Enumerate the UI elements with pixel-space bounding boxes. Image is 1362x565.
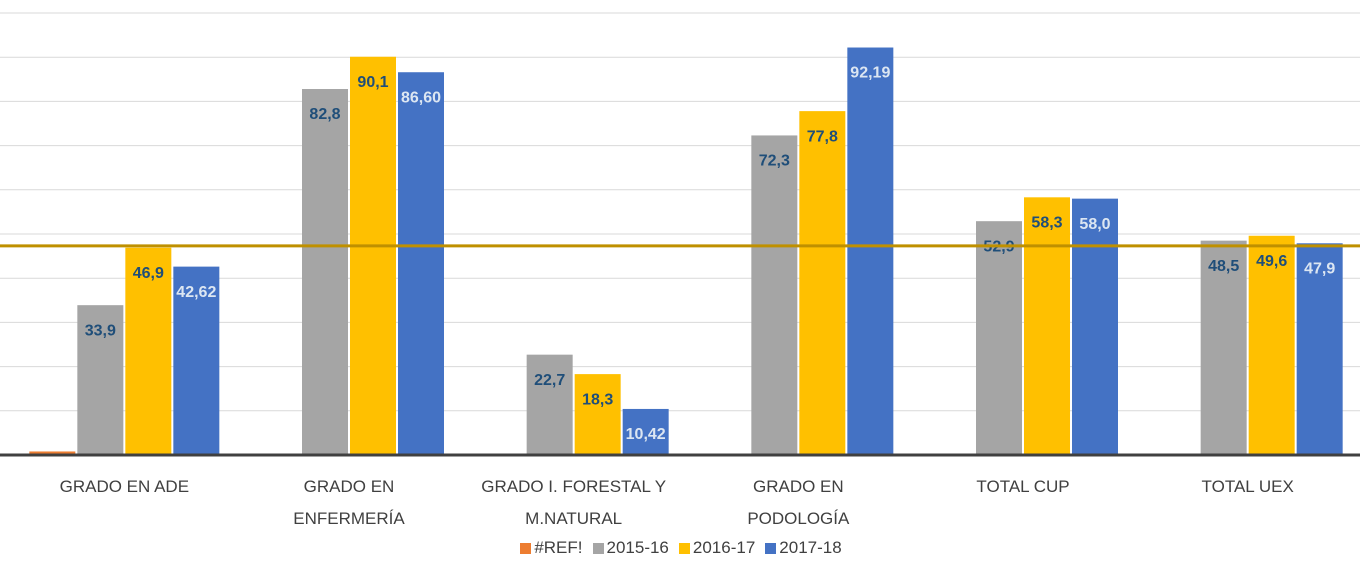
data-label: 42,62: [176, 284, 216, 301]
legend-label: 2017-18: [779, 538, 842, 557]
legend: #REF! 2015-16 2016-17 2017-18: [0, 538, 1362, 558]
data-label: 49,6: [1256, 253, 1287, 270]
legend-label: 2016-17: [692, 538, 756, 557]
data-label: 18,3: [582, 391, 613, 408]
bar: [173, 266, 220, 455]
x-tick-label: TOTAL UEX: [1201, 477, 1294, 496]
data-label: 58,3: [1031, 215, 1062, 232]
bar: [1296, 243, 1343, 455]
bar: [847, 47, 894, 455]
data-label: 22,7: [534, 372, 565, 389]
data-label: 48,5: [1208, 258, 1239, 275]
bar: [350, 56, 396, 456]
legend-item: 2017-18: [765, 538, 842, 558]
bar: [1024, 197, 1070, 455]
x-tick-label: TOTAL CUP: [976, 477, 1070, 496]
legend-item: 2015-16: [592, 538, 669, 558]
data-label: 46,9: [133, 265, 164, 282]
data-label: 90,1: [357, 74, 388, 91]
data-label: 92,19: [850, 65, 890, 82]
legend-item: #REF!: [520, 538, 583, 558]
data-label: 58,0: [1079, 216, 1110, 233]
data-label: 86,60: [401, 89, 441, 106]
bar: [751, 135, 798, 455]
data-label: 47,9: [1304, 261, 1335, 278]
data-label: 33,9: [85, 322, 116, 339]
x-tick-label: GRADO EN ENFERMERÍA: [293, 477, 405, 528]
bar: [77, 305, 124, 455]
legend-item: 2016-17: [678, 538, 756, 558]
bar: [526, 354, 573, 455]
bar: [574, 374, 621, 455]
bar: [1248, 235, 1295, 455]
legend-swatch: [520, 542, 532, 554]
x-tick-label: GRADO EN PODOLOGÍA: [747, 477, 850, 528]
bar: [799, 111, 846, 456]
bar: [125, 247, 172, 455]
bar: [302, 89, 348, 456]
bar: [1072, 198, 1118, 455]
x-tick-label: GRADO EN ADE: [59, 477, 190, 496]
data-label: 10,42: [626, 426, 666, 443]
legend-swatch: [765, 542, 777, 554]
bar: [1200, 240, 1247, 455]
data-label: 82,8: [309, 106, 340, 123]
x-tick-label: GRADO I. FORESTAL Y M.NATURAL: [481, 477, 667, 528]
legend-label: 2015-16: [606, 538, 669, 557]
data-label: 72,3: [759, 153, 790, 170]
bar: [622, 408, 669, 455]
bar: [976, 221, 1022, 455]
legend-swatch: [592, 542, 604, 554]
bar: [29, 451, 76, 455]
legend-swatch: [678, 542, 690, 554]
data-label: 77,8: [807, 128, 838, 145]
legend-label: #REF!: [534, 538, 583, 557]
bar: [398, 72, 444, 455]
